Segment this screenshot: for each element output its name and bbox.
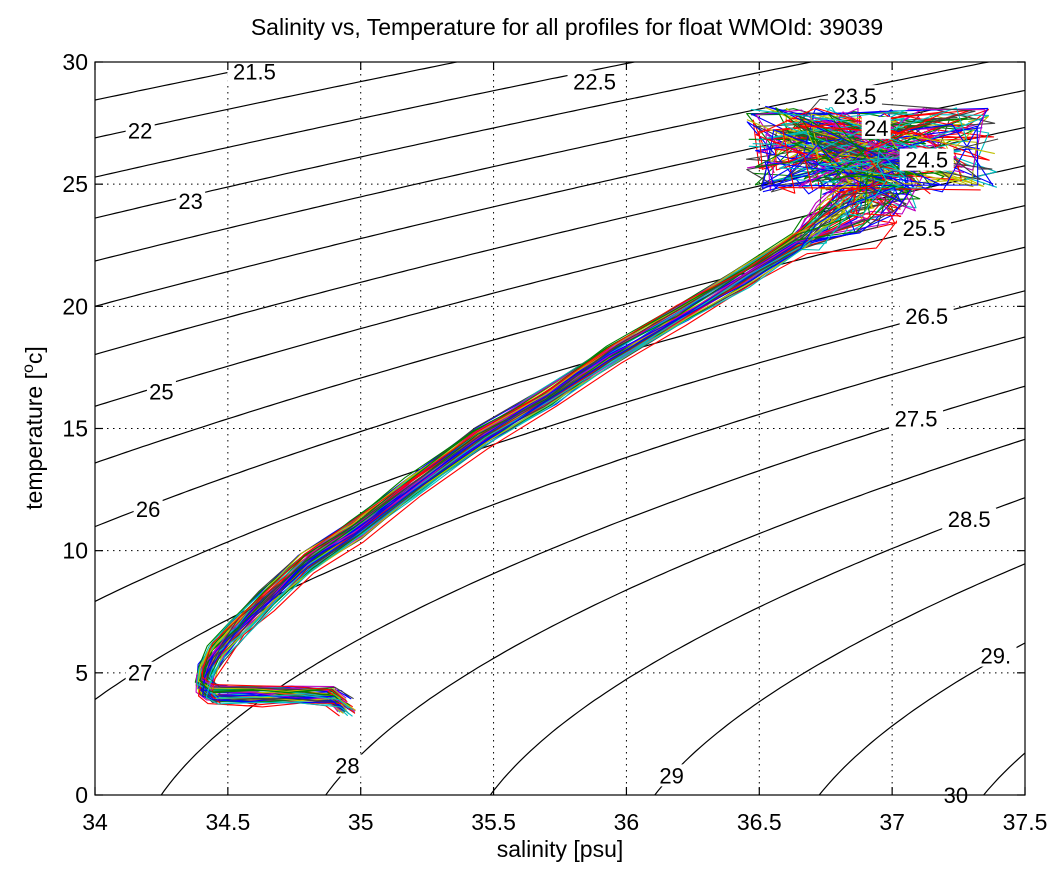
- x-tick-label: 35: [348, 809, 374, 835]
- contour-label: 28: [335, 754, 359, 779]
- profile-line: [207, 98, 999, 700]
- profile-line: [210, 111, 914, 713]
- contour-label: 26.5: [905, 304, 948, 329]
- contour-label: 23: [178, 189, 202, 214]
- isopycnal-line: [95, 336, 1025, 701]
- contour-label: 29: [659, 763, 683, 788]
- profile-lines: [194, 98, 999, 717]
- profile-line: [211, 119, 922, 711]
- profile-line: [198, 117, 917, 702]
- y-tick-label: 5: [75, 660, 88, 686]
- profile-line: [201, 107, 909, 703]
- x-tick-label: 37.5: [1003, 809, 1048, 835]
- isopycnal-line: [982, 752, 1025, 795]
- contour-label-bg: [146, 380, 176, 403]
- contour-label: 26: [136, 497, 160, 522]
- contour-label-bg: [567, 70, 622, 93]
- contour-label: 22: [128, 118, 152, 143]
- isopycnal-line: [325, 438, 1025, 795]
- profile-line: [200, 107, 933, 700]
- y-tick-labels: 0 5 10 15 20 25 30: [62, 49, 88, 808]
- contour-label-bg: [133, 498, 163, 521]
- x-tick-label: 36: [614, 809, 640, 835]
- contour-label: 25.5: [903, 216, 946, 241]
- isopycnal-contours: [95, 62, 1025, 795]
- contour-label: 22.5: [573, 69, 616, 94]
- isopycnal-line: [95, 62, 460, 139]
- isopycnal-line: [95, 62, 815, 219]
- profile-line: [200, 105, 921, 710]
- contour-label-bg: [889, 407, 944, 430]
- contour-label: 21.5: [233, 60, 276, 85]
- x-tick-label: 35.5: [471, 809, 516, 835]
- x-tick-label: 34: [82, 809, 108, 835]
- profile-line: [198, 126, 896, 712]
- y-tick-label: 10: [62, 538, 88, 564]
- isopycnal-line: [95, 62, 992, 262]
- profile-line: [198, 107, 994, 708]
- contour-label-bg: [897, 217, 952, 240]
- contour-label-bg: [899, 148, 954, 171]
- y-tick-label: 20: [62, 293, 88, 319]
- contour-label: 28.5: [948, 507, 991, 532]
- profile-line: [205, 108, 942, 717]
- contour-label: 24.5: [905, 148, 948, 173]
- contour-label-bg: [942, 507, 997, 530]
- axis-ticks: [94, 61, 1026, 796]
- contour-label-bg: [827, 85, 882, 108]
- contour-label-bg: [975, 644, 1017, 667]
- isopycnal-line: [95, 62, 638, 178]
- contour-label-bg: [227, 60, 282, 83]
- contour-label-bg: [657, 764, 687, 787]
- profile-line: [206, 115, 976, 709]
- y-tick-label: 25: [62, 171, 88, 197]
- x-axis-label: salinity [psu]: [497, 836, 624, 862]
- contour-label-bg: [332, 754, 362, 777]
- contour-label: 27: [128, 661, 152, 686]
- contour-labels: 21.5 22 22.5 23 23.5 24 24.5 25 25.5 26 26.5 27 27.5…: [125, 60, 1017, 808]
- contour-label-bg: [176, 190, 206, 213]
- x-tick-label: 37: [879, 809, 905, 835]
- isopycnal-line: [95, 246, 1025, 528]
- contour-label: 23.5: [834, 84, 877, 109]
- contour-label: 29.: [980, 644, 1011, 669]
- y-tick-label: 0: [75, 782, 88, 808]
- contour-label-bg: [861, 116, 891, 139]
- isopycnal-line: [95, 290, 1025, 603]
- x-tick-label: 34.5: [205, 809, 250, 835]
- x-tick-label: 36.5: [737, 809, 782, 835]
- chart-title: Salinity vs, Temperature for all profile…: [251, 14, 883, 40]
- y-tick-label: 15: [62, 416, 88, 442]
- y-axis-label: temperature [oc]: [20, 346, 47, 510]
- contour-label: 25: [149, 380, 173, 405]
- contour-label-bg: [899, 304, 954, 327]
- contour-label-bg: [125, 119, 155, 142]
- profile-line: [203, 117, 957, 702]
- profile-line: [199, 125, 950, 713]
- contour-label: 24: [864, 116, 888, 141]
- isopycnal-line: [95, 204, 1025, 464]
- contour-label: 27.5: [895, 407, 938, 432]
- y-tick-label: 30: [62, 49, 88, 75]
- isopycnal-line: [654, 563, 1025, 795]
- contour-label-bg: [125, 661, 155, 684]
- profile-line: [195, 124, 984, 710]
- x-tick-labels: 34 34.5 35 35.5 36 36.5 37 37.5: [82, 809, 1047, 835]
- profile-line: [201, 125, 979, 710]
